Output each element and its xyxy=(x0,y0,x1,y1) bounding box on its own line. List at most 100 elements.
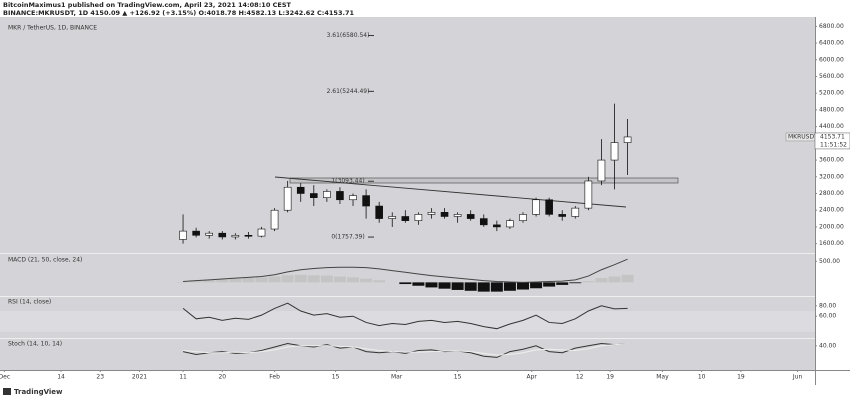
histogram-bar xyxy=(582,281,595,283)
symbol-tag-label: MKRUSDT xyxy=(788,133,818,140)
histogram-bar xyxy=(425,282,438,288)
x-tick-label: 15 xyxy=(332,374,340,381)
candle-body xyxy=(466,214,475,219)
histogram-bar xyxy=(503,282,516,291)
histogram-bar xyxy=(516,282,529,290)
candle-body xyxy=(192,230,200,236)
candle-body xyxy=(349,195,357,201)
fib-label: 3.61(6580.54) xyxy=(327,32,370,39)
histogram-bar xyxy=(373,280,386,283)
histogram-bar xyxy=(360,278,373,283)
candle-body xyxy=(296,186,305,194)
histogram-bar xyxy=(333,276,346,283)
histogram-bar xyxy=(255,277,268,283)
candle-body xyxy=(532,199,540,215)
candle-body xyxy=(323,191,331,198)
chart-title: MKR / TetherUS, 1D, BINANCE xyxy=(8,25,97,32)
indicator-line xyxy=(183,343,628,356)
y-tick-label: 2000.00 xyxy=(819,223,844,230)
x-tick-label: 19 xyxy=(606,374,614,381)
candle-body xyxy=(597,159,606,182)
y-tick-label: 80.00 xyxy=(819,302,836,309)
logo xyxy=(3,388,11,395)
quote: BINANCE:MKRUSDT, 1D 4150.09 ▲ +126.92 (+… xyxy=(3,9,354,17)
histogram-bar xyxy=(451,282,464,290)
x-tick-label: Mar xyxy=(391,374,403,381)
x-tick-label: Dec xyxy=(0,374,10,381)
trendline xyxy=(274,176,627,208)
candle-body xyxy=(427,212,436,215)
candle-body xyxy=(218,232,227,238)
candle-body xyxy=(244,234,253,237)
histogram-bar xyxy=(530,282,543,289)
brand: TradingView xyxy=(14,388,63,396)
histogram-bar xyxy=(399,282,412,285)
candle-body xyxy=(362,195,370,207)
histogram-bar xyxy=(190,281,203,283)
candle-body xyxy=(558,214,567,217)
y-tick-label: 4800.00 xyxy=(819,106,844,113)
candle-body xyxy=(309,193,318,198)
y-tick-label: 2400.00 xyxy=(819,207,844,214)
x-tick-label: 11 xyxy=(179,374,187,381)
y-tick-label: 5600.00 xyxy=(819,73,844,80)
y-tick-label: 5200.00 xyxy=(819,90,844,97)
histogram-bar xyxy=(490,282,503,292)
histogram-bar xyxy=(268,276,281,283)
rsi-title: RSI (14, close) xyxy=(8,299,51,306)
candle-body xyxy=(610,142,619,161)
histogram-bar xyxy=(556,282,569,285)
candle-body xyxy=(479,218,488,226)
candle-body xyxy=(440,212,449,217)
price-tag xyxy=(814,132,850,150)
x-tick-label: 23 xyxy=(96,374,104,381)
histogram-bar xyxy=(216,279,229,283)
countdown: 11:51:52 xyxy=(820,141,847,148)
fib-label: 2.61(5244.49) xyxy=(327,88,370,95)
x-tick-label: 12 xyxy=(576,374,584,381)
candle-body xyxy=(270,209,279,230)
candle-body xyxy=(179,230,187,240)
candle-body xyxy=(584,180,593,209)
candle-body xyxy=(493,224,501,228)
candle-body xyxy=(283,186,292,211)
candle-body xyxy=(257,228,266,237)
candle-body xyxy=(453,214,462,217)
macd-title: MACD (21, 50, close, 24) xyxy=(8,257,82,264)
histogram-bar xyxy=(203,280,216,283)
histogram-bar xyxy=(608,276,621,283)
histogram-bar xyxy=(294,274,307,283)
y-tick-label: 3600.00 xyxy=(819,157,844,164)
macd-line xyxy=(183,258,628,283)
candle-body xyxy=(519,214,527,221)
y-tick-label: 500.00 xyxy=(819,258,840,265)
x-tick-label: 2021 xyxy=(132,374,147,381)
candle-body xyxy=(623,136,632,143)
histogram-bar xyxy=(320,275,333,283)
candle-body xyxy=(506,220,514,228)
histogram-bar xyxy=(412,282,425,286)
candle-body xyxy=(545,199,553,215)
candle-body xyxy=(336,191,344,201)
histogram-bar xyxy=(281,275,294,283)
histogram-bar xyxy=(621,274,634,283)
candle-body xyxy=(375,205,383,219)
price-tag-label: 4153.71 xyxy=(820,133,845,140)
y-tick-label: 4400.00 xyxy=(819,123,844,130)
x-tick-label: Jun xyxy=(792,374,803,381)
histogram-bar xyxy=(438,282,451,289)
x-tick-label: Feb xyxy=(269,374,280,381)
resistance-box xyxy=(289,177,679,184)
histogram-bar xyxy=(543,282,556,287)
x-tick-label: Apr xyxy=(527,374,538,381)
candle-body xyxy=(388,216,397,219)
histogram-bar xyxy=(595,278,608,283)
candle-body xyxy=(571,207,580,217)
candle-body xyxy=(205,232,213,236)
publisher: BitcoinMaximus1 published on TradingView… xyxy=(3,1,291,9)
histogram-bar xyxy=(569,282,582,284)
histogram-bar xyxy=(307,275,320,283)
fib-label: 1(3093.44) xyxy=(331,178,364,185)
histogram-bar xyxy=(229,278,242,283)
